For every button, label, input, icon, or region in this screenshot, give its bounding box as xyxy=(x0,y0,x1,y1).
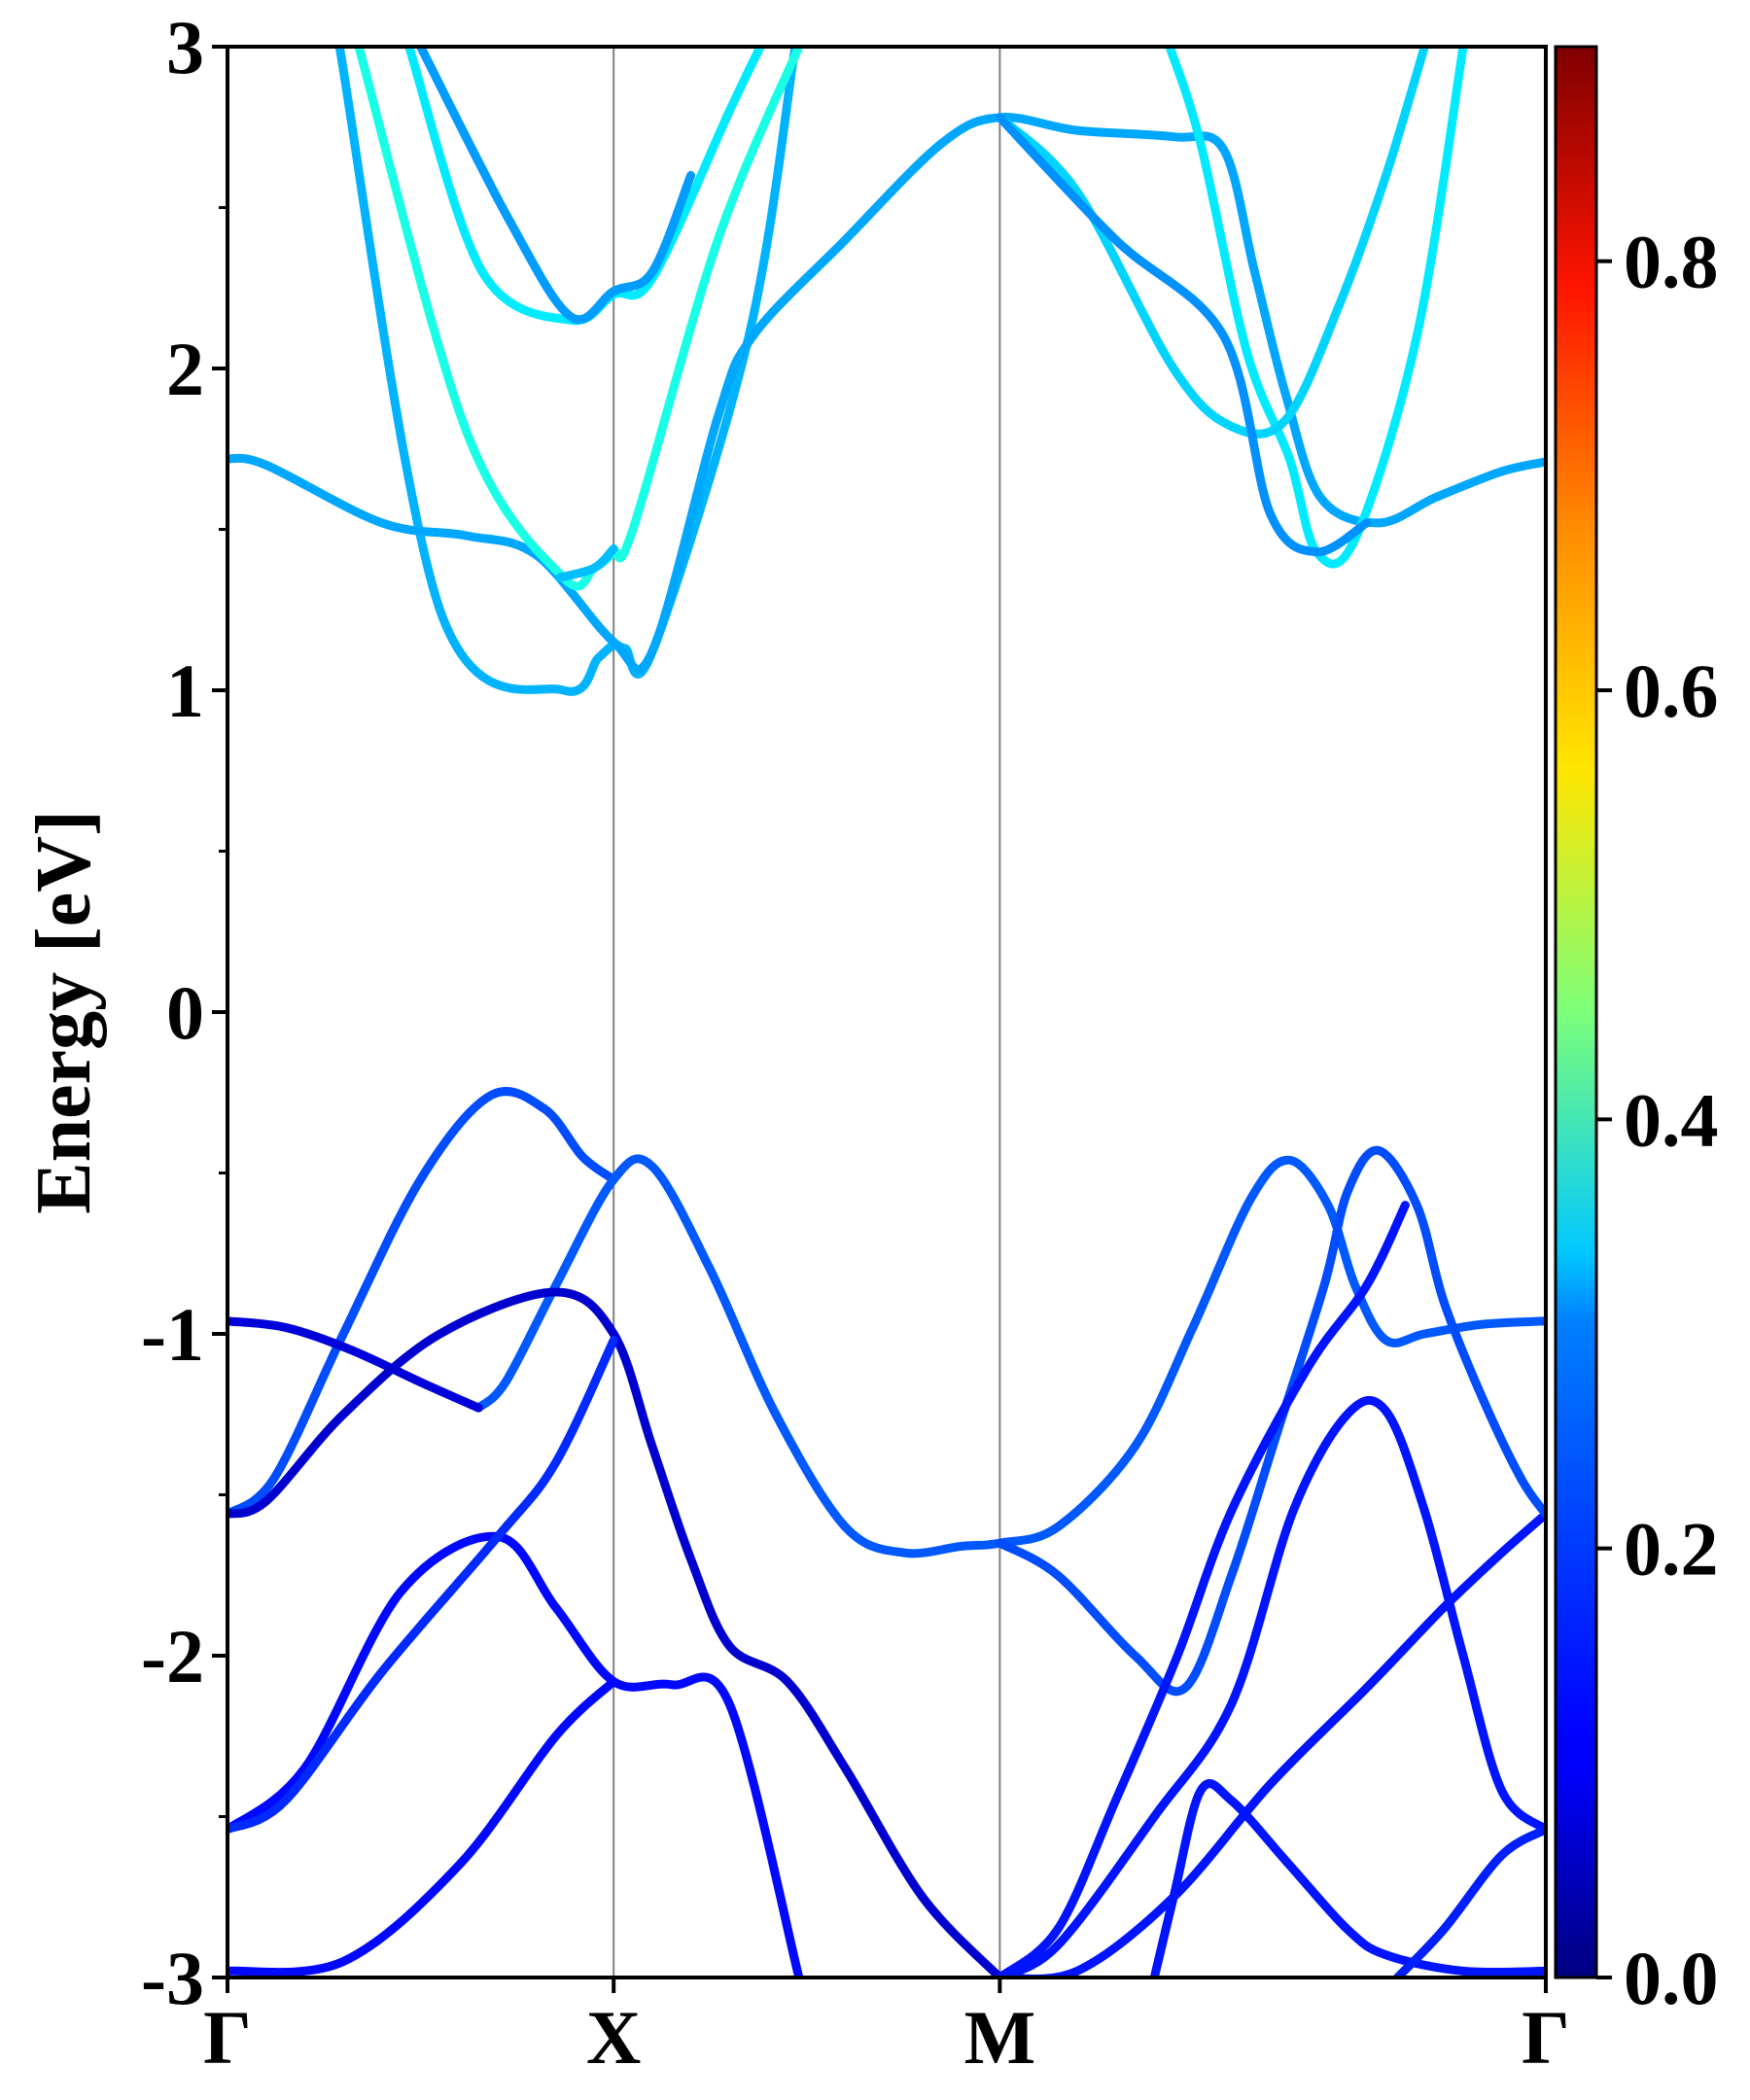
y-tick-label: -1 xyxy=(141,1292,204,1377)
band-line-5 xyxy=(416,47,696,325)
colorbar-tick-label: 0.4 xyxy=(1624,1077,1719,1162)
kpoint-lines xyxy=(612,47,1001,1978)
colorbar-tick-label: 0.0 xyxy=(1624,1936,1719,2020)
band-line-2 xyxy=(228,113,1546,674)
colorbar-ticks: 0.0 0.2 0.4 0.6 0.8 xyxy=(1596,220,1719,2020)
colorbar xyxy=(1554,45,1598,1979)
band-line-17 xyxy=(995,1395,1546,1978)
colorbar-tick-label: 0.6 xyxy=(1624,648,1719,733)
x-tick-label: Γ xyxy=(203,1995,252,2080)
plot-frame xyxy=(226,45,1548,1979)
band-line-9 xyxy=(995,113,1372,557)
band-line-18 xyxy=(995,1509,1546,1978)
band-line-6 xyxy=(555,543,618,582)
band-line-8 xyxy=(995,47,1429,438)
y-tick-label: 2 xyxy=(166,327,204,411)
band-line-19 xyxy=(995,1145,1546,1697)
band-line-12 xyxy=(228,1316,483,1413)
y-tick-label: 1 xyxy=(166,648,204,733)
y-tick-label: 0 xyxy=(166,970,204,1055)
x-tick-label: X xyxy=(586,1995,641,2080)
band-line-7 xyxy=(1165,47,1468,569)
band-line-15 xyxy=(228,1336,618,1835)
band-line-11 xyxy=(473,1154,1546,1558)
y-axis-label: Energy [eV] xyxy=(21,810,107,1213)
band-line-13 xyxy=(228,1287,1004,1978)
band-lines xyxy=(228,47,1546,1978)
y-tick-label: 3 xyxy=(166,5,204,89)
x-tick-label: Γ xyxy=(1522,1995,1570,2080)
band-line-1 xyxy=(334,47,800,696)
band-line-20 xyxy=(995,1201,1410,1978)
colorbar-tick-label: 0.2 xyxy=(1624,1507,1719,1592)
band-line-10 xyxy=(228,1087,618,1519)
x-tick-label: M xyxy=(964,1995,1036,2080)
band-line-16 xyxy=(228,1677,618,1978)
colorbar-tick-label: 0.8 xyxy=(1624,220,1719,304)
band-line-22 xyxy=(1393,1825,1546,1978)
band-line-21 xyxy=(1149,1779,1546,1978)
y-tick-label: -2 xyxy=(141,1614,204,1698)
band-line-14 xyxy=(228,1531,804,1978)
y-axis-ticks: -3 -2 -1 0 1 2 3 xyxy=(141,5,228,2020)
y-tick-label: -3 xyxy=(141,1936,204,2020)
